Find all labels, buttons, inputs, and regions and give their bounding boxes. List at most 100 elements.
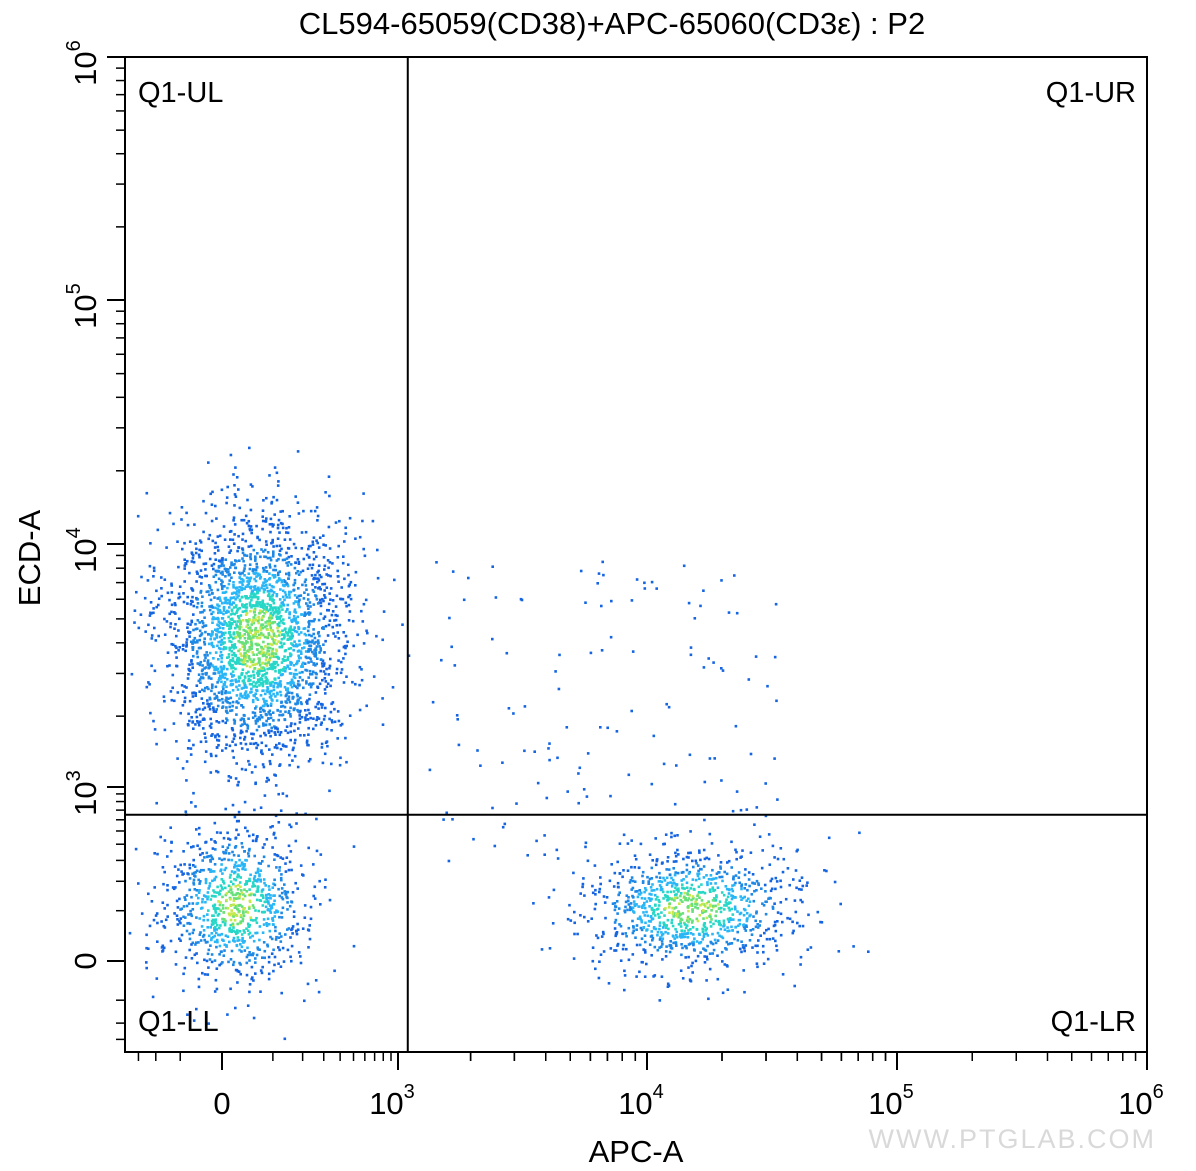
- event-point: [303, 611, 307, 614]
- event-point: [290, 685, 294, 689]
- event-point: [238, 961, 241, 965]
- event-point: [260, 648, 264, 651]
- event-point: [264, 733, 267, 737]
- event-point: [222, 954, 226, 957]
- event-point: [222, 683, 226, 686]
- event-point: [699, 867, 702, 871]
- event-point: [627, 926, 631, 930]
- event-point: [307, 607, 310, 610]
- event-point: [576, 932, 579, 936]
- event-point: [216, 914, 220, 917]
- event-point: [705, 874, 708, 877]
- event-point: [223, 641, 226, 644]
- event-point: [186, 872, 189, 875]
- event-point: [200, 582, 203, 585]
- event-point: [671, 910, 675, 914]
- event-point: [393, 578, 396, 582]
- event-point: [198, 933, 202, 936]
- event-point: [217, 549, 220, 552]
- event-point: [758, 924, 761, 927]
- event-point: [806, 948, 810, 951]
- event-point: [307, 946, 310, 949]
- event-point: [212, 889, 215, 892]
- event-point: [295, 693, 299, 696]
- event-point: [310, 619, 313, 623]
- event-point: [149, 711, 152, 715]
- event-point: [347, 595, 350, 599]
- event-point: [715, 894, 718, 897]
- event-point: [265, 838, 269, 841]
- event-point: [288, 596, 291, 599]
- event-point: [231, 653, 234, 657]
- event-point: [661, 861, 664, 864]
- event-point: [289, 713, 292, 716]
- event-point: [288, 823, 291, 827]
- event-point: [266, 619, 269, 623]
- event-point: [182, 592, 185, 595]
- event-point: [212, 706, 215, 709]
- event-point: [191, 557, 195, 560]
- event-point: [204, 841, 207, 844]
- event-point: [315, 718, 318, 722]
- event-point: [347, 603, 351, 607]
- event-point: [233, 722, 236, 725]
- event-point: [291, 932, 294, 935]
- event-point: [656, 895, 659, 899]
- event-point: [212, 645, 215, 649]
- event-point: [275, 661, 278, 664]
- event-point: [283, 649, 287, 653]
- event-point: [198, 832, 201, 836]
- event-point: [170, 584, 173, 587]
- event-point: [696, 919, 700, 923]
- event-point: [252, 676, 256, 679]
- event-point: [638, 970, 641, 974]
- event-point: [710, 842, 714, 845]
- event-point: [254, 722, 258, 725]
- event-point: [221, 557, 224, 560]
- event-point: [577, 801, 580, 805]
- event-point: [209, 752, 213, 756]
- event-point: [296, 450, 300, 453]
- event-point: [647, 919, 651, 923]
- event-point: [852, 945, 855, 948]
- event-point: [221, 845, 225, 848]
- event-point: [333, 969, 336, 973]
- event-point: [638, 915, 642, 919]
- event-point: [236, 936, 240, 939]
- event-point: [774, 929, 778, 933]
- event-point: [211, 610, 215, 614]
- event-point: [309, 685, 313, 689]
- event-point: [247, 933, 251, 936]
- event-point: [251, 976, 254, 979]
- event-point: [795, 886, 798, 890]
- event-point: [206, 913, 209, 916]
- event-point: [701, 911, 704, 915]
- event-point: [180, 907, 184, 911]
- event-point: [676, 834, 679, 837]
- event-point: [228, 579, 231, 582]
- event-point: [260, 893, 264, 897]
- event-point: [273, 963, 276, 967]
- event-point: [774, 876, 778, 880]
- event-point: [714, 919, 718, 923]
- event-point: [254, 568, 258, 572]
- event-point: [261, 599, 265, 603]
- event-point: [346, 640, 349, 644]
- event-point: [293, 741, 297, 745]
- event-point: [220, 579, 223, 582]
- event-point: [264, 645, 267, 648]
- event-point: [283, 666, 286, 669]
- event-point: [189, 913, 193, 916]
- event-point: [264, 679, 268, 683]
- event-point: [676, 848, 679, 852]
- event-point: [222, 609, 226, 612]
- event-point: [241, 557, 244, 560]
- event-point: [232, 897, 236, 900]
- event-point: [690, 883, 694, 887]
- event-point: [310, 634, 313, 638]
- event-point: [212, 708, 215, 711]
- event-point: [702, 876, 706, 879]
- event-point: [662, 876, 665, 880]
- event-point: [644, 887, 647, 890]
- event-point: [189, 603, 193, 606]
